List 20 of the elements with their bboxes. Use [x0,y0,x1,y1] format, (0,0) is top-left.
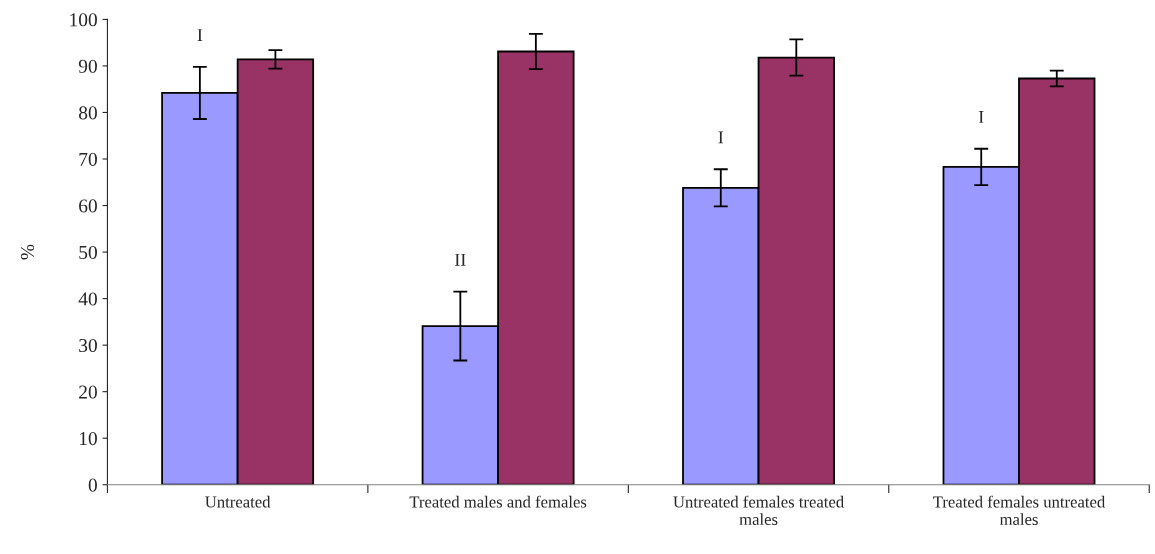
x-tick-label: Treated males and females [409,495,587,508]
y-tick-label: 10 [79,432,97,446]
y-tick-label: 60 [79,199,97,213]
y-tick-label: 100 [70,13,97,27]
y-tick-label: 40 [78,292,97,306]
y-tick-label: 80 [78,106,97,120]
y-tick-label: 0 [88,478,97,492]
x-tick-label: Untreated females treated males [673,495,844,526]
y-tick-label: 30 [79,338,97,353]
annotation: I [197,29,203,41]
y-tick-label: 50 [79,245,97,260]
annotation: I [718,131,724,144]
annotation: II [454,253,466,266]
x-tick-label: Treated females untreated males [933,495,1106,526]
y-tick-label: 70 [79,152,97,166]
x-tick-label: Untreated [205,495,271,508]
y-axis-title: % [20,244,35,260]
y-tick-label: 20 [79,385,97,399]
annotation: I [978,111,984,123]
y-tick-label: 90 [78,59,97,73]
